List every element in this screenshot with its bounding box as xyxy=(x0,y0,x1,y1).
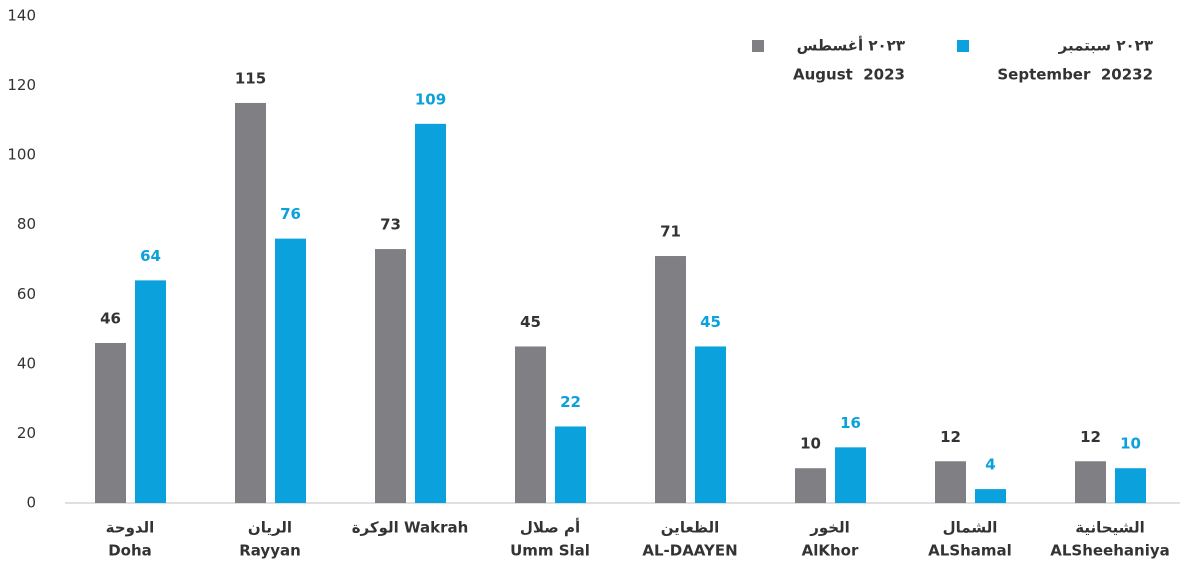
x-tick-label: AlKhor xyxy=(802,542,859,560)
bar xyxy=(275,238,306,503)
data-label: 46 xyxy=(100,309,121,327)
bar xyxy=(135,280,166,503)
data-label: 12 xyxy=(940,428,961,446)
y-tick-label: 40 xyxy=(17,354,36,372)
bar xyxy=(95,342,126,503)
y-tick-label: 0 xyxy=(26,494,36,512)
bar xyxy=(235,102,266,503)
data-label: 115 xyxy=(235,69,266,87)
x-tick-label: الشيحانية xyxy=(1075,519,1144,537)
data-label: 45 xyxy=(700,313,721,331)
x-tick-label: الدوحة xyxy=(106,519,155,537)
x-tick-label: الخور xyxy=(809,519,850,537)
x-tick-label: ALSheehaniya xyxy=(1050,542,1170,560)
y-tick-label: 140 xyxy=(7,7,36,25)
data-label: 4 xyxy=(985,456,995,474)
y-tick-label: 60 xyxy=(17,285,36,303)
data-label: 73 xyxy=(380,216,401,234)
data-label: 71 xyxy=(660,223,681,241)
data-label: 109 xyxy=(415,90,446,108)
x-tick-label: Doha xyxy=(108,542,152,560)
data-label: 10 xyxy=(1120,435,1141,453)
x-tick-label: الظعاين xyxy=(661,519,720,537)
bar xyxy=(415,123,446,503)
y-tick-label: 20 xyxy=(17,424,36,442)
bar xyxy=(555,426,586,503)
x-tick-label: AL-DAAYEN xyxy=(642,542,737,560)
y-tick-label: 120 xyxy=(7,76,36,94)
x-tick-label: أم صلال xyxy=(520,518,580,537)
data-label: 45 xyxy=(520,313,541,331)
x-tick-label: الريان xyxy=(248,519,292,537)
bar xyxy=(515,346,546,503)
y-tick-label: 80 xyxy=(17,215,36,233)
bar xyxy=(975,489,1006,503)
legend-swatch xyxy=(752,40,764,52)
bar xyxy=(655,256,686,503)
y-tick-label: 100 xyxy=(7,146,36,164)
data-label: 64 xyxy=(140,247,161,265)
bar xyxy=(1075,461,1106,503)
x-tick-label: الوكرة Wakrah xyxy=(352,519,469,537)
data-label: 76 xyxy=(280,205,301,223)
legend-swatch xyxy=(957,40,969,52)
legend-label: ٢٠٢٣ أغسطس xyxy=(797,36,905,55)
data-label: 16 xyxy=(840,414,861,432)
data-label: 22 xyxy=(560,393,581,411)
bar xyxy=(835,447,866,503)
legend-label: ٢٠٢٣ سبتمبر xyxy=(1058,37,1153,55)
x-tick-label: Umm Slal xyxy=(510,542,590,560)
legend-label: August 2023 xyxy=(793,66,905,84)
legend-label: September 20232 xyxy=(997,66,1153,84)
x-tick-label: ALShamal xyxy=(928,542,1012,560)
data-label: 12 xyxy=(1080,428,1101,446)
data-label: 10 xyxy=(800,435,821,453)
bar xyxy=(795,468,826,503)
bar xyxy=(375,249,406,503)
x-tick-label: الشمال xyxy=(943,519,998,537)
bar xyxy=(695,346,726,503)
bar xyxy=(935,461,966,503)
bar xyxy=(1115,468,1146,503)
x-tick-label: Rayyan xyxy=(239,542,301,560)
